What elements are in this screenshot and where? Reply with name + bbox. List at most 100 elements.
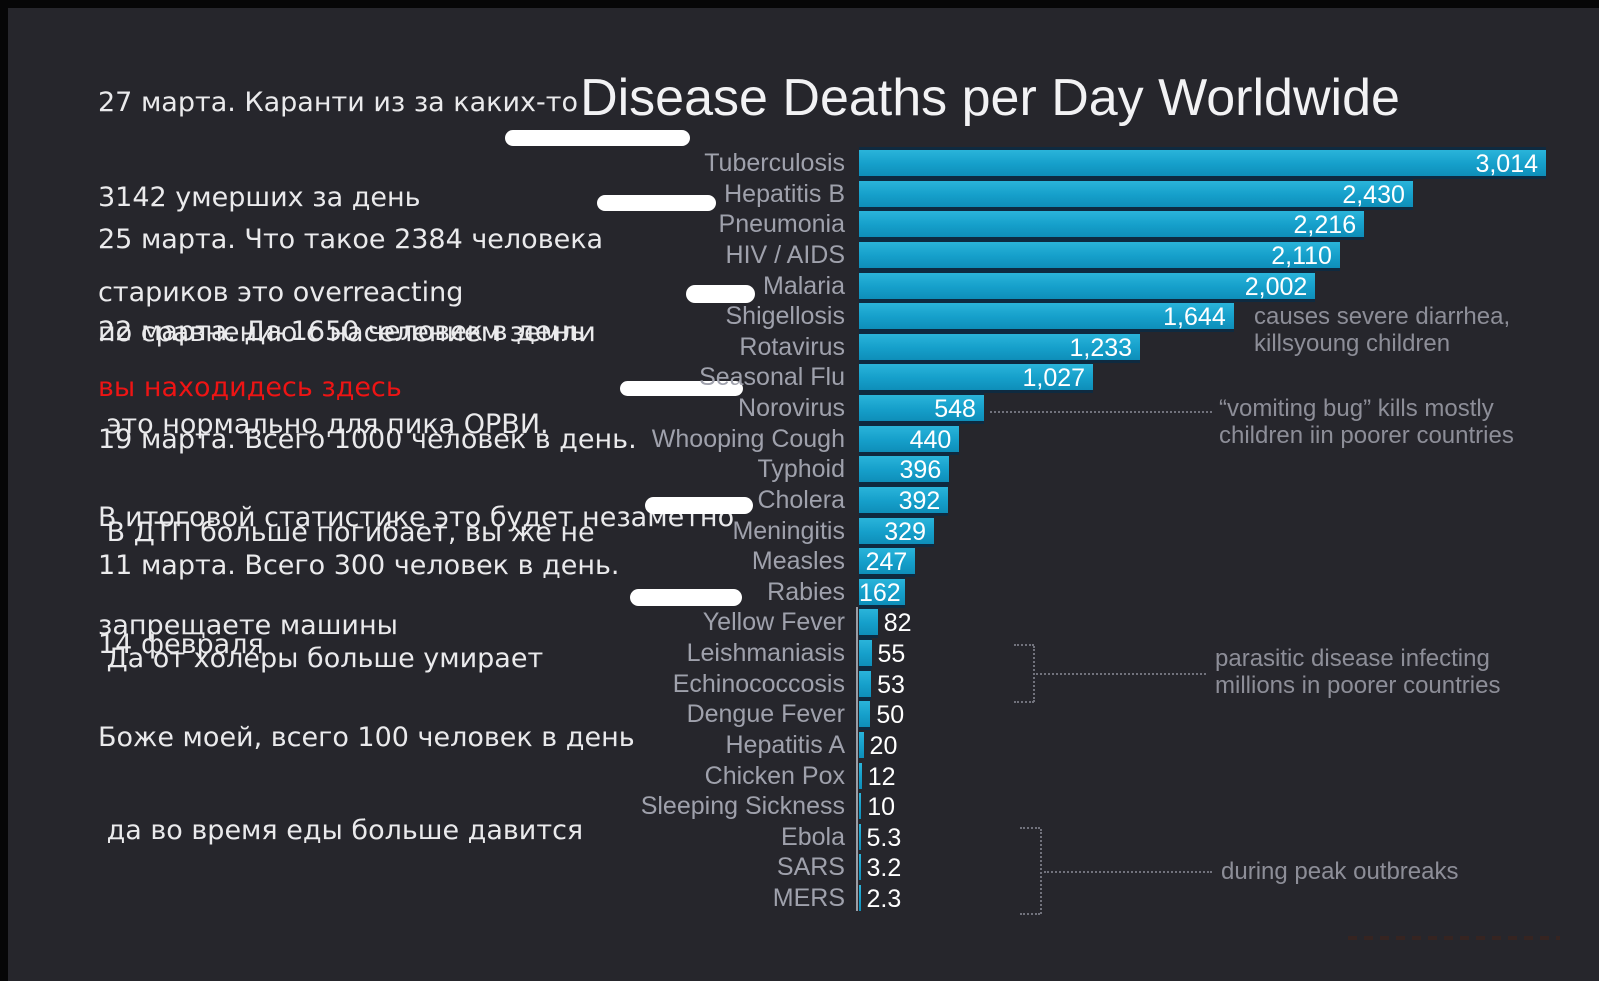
annotation-norovirus: “vomiting bug” kills mostly children iin…	[1219, 395, 1514, 449]
bar-typhoid	[859, 456, 950, 482]
bar-label-measles: Measles	[751, 547, 845, 575]
bar-value-rotavirus: 1,233	[1069, 334, 1133, 362]
bar-yellow-fever	[859, 609, 878, 635]
dotted-leader-parasitic	[1036, 673, 1206, 675]
bracket-cap	[1014, 644, 1034, 646]
bar-label-hepatitis-a: Hepatitis A	[725, 731, 845, 759]
bar-measles	[859, 548, 916, 574]
annotation-line: millions in poorer countries	[1215, 672, 1501, 699]
bar-value-sars: 3.2	[866, 854, 902, 882]
bar-norovirus	[859, 395, 984, 421]
bar-value-dengue-fever: 50	[876, 701, 905, 729]
bar-leishmaniasis	[859, 640, 872, 666]
whiteout-mark	[645, 497, 753, 514]
bar-value-hiv-aids: 2,110	[1271, 242, 1332, 270]
bar-mers	[859, 885, 861, 911]
annotation-line: killsyoung children	[1254, 330, 1451, 357]
bar-label-seasonal-flu: Seasonal Flu	[699, 363, 845, 391]
bar-label-hiv-aids: HIV / AIDS	[725, 241, 845, 269]
bar-rabies	[859, 579, 905, 605]
whiteout-mark	[505, 130, 690, 146]
top-black-edge	[0, 0, 1599, 8]
annotation-line: during peak outbreaks	[1221, 858, 1459, 885]
note-line: 11 марта. Всего 300 человек в день.	[98, 550, 620, 581]
bar-label-echinococcosis: Echinococcosis	[672, 670, 845, 698]
annotation-shigellosis: causes severe diarrhea, killsyoung child…	[1254, 303, 1510, 357]
note-25-march: 25 марта. Что такое 2384 человека по сра…	[98, 162, 603, 410]
bar-cholera	[859, 487, 949, 513]
you-are-here-note: вы находидесь здесь	[98, 372, 402, 403]
whiteout-mark	[630, 589, 742, 606]
annotation-line: parasitic disease infecting	[1215, 645, 1490, 672]
bar-sleeping-sickness	[859, 793, 862, 819]
bar-label-cholera: Cholera	[757, 486, 845, 514]
bar-label-yellow-fever: Yellow Fever	[702, 608, 845, 636]
bar-value-meningitis: 329	[884, 518, 926, 546]
dotted-leader-norovirus	[990, 411, 1212, 413]
bar-value-mers: 2.3	[866, 885, 902, 913]
bar-value-cholera: 392	[898, 487, 941, 515]
bar-value-hepatitis-b: 2,430	[1342, 181, 1405, 209]
bar-value-shigellosis: 1,644	[1163, 303, 1226, 331]
left-black-edge	[0, 0, 8, 981]
bar-value-tuberculosis: 3,014	[1475, 150, 1538, 178]
axis-line	[856, 607, 858, 911]
bar-label-shigellosis: Shigellosis	[725, 302, 845, 330]
bar-seasonal-flu	[859, 364, 1094, 390]
note-line: Боже моей, всего 100 человек в день	[98, 722, 635, 753]
bar-value-yellow-fever: 82	[883, 609, 912, 637]
bar-whooping-cough	[859, 426, 960, 452]
note-line: запрещаете машины	[98, 610, 398, 641]
bar-label-sars: SARS	[776, 853, 845, 881]
bar-label-chicken-pox: Chicken Pox	[704, 762, 845, 790]
bar-meningitis	[859, 518, 934, 544]
bar-hepatitis-a	[859, 732, 864, 758]
bar-label-rabies: Rabies	[767, 578, 845, 606]
bar-value-typhoid: 396	[899, 456, 942, 484]
whiteout-mark	[597, 195, 716, 211]
annotation-parasitic: parasitic disease infecting millions in …	[1215, 645, 1500, 699]
page-title: Disease Deaths per Day Worldwide	[580, 69, 1400, 127]
bar-label-pneumonia: Pneumonia	[718, 210, 845, 238]
bar-value-norovirus: 548	[934, 395, 976, 423]
bar-label-sleeping-sickness: Sleeping Sickness	[640, 792, 845, 820]
bar-value-measles: 247	[865, 548, 908, 576]
bar-malaria	[859, 273, 1316, 299]
bar-value-rabies: 162	[859, 579, 901, 607]
bar-rotavirus	[859, 334, 1141, 360]
bar-value-pneumonia: 2,216	[1293, 211, 1357, 239]
note-19-march: 19 марта. Всего 1000 человек в день. В Д…	[98, 362, 637, 703]
note-line: 3142 умерших за день	[98, 182, 421, 213]
note-line: 14 февраля	[98, 629, 264, 660]
bar-hiv-aids	[859, 242, 1340, 268]
bar-value-whooping-cough: 440	[909, 426, 952, 454]
whiteout-mark	[620, 381, 743, 396]
bar-value-leishmaniasis: 55	[877, 640, 906, 668]
note-line: 22 марта. Да 1650 человек в день	[98, 316, 586, 347]
bar-dengue-fever	[859, 701, 871, 727]
bar-label-mers: MERS	[772, 884, 845, 912]
bar-value-ebola: 5.3	[866, 824, 902, 852]
note-line: 19 марта. Всего 1000 человек в день.	[98, 424, 637, 455]
bar-value-chicken-pox: 12	[867, 763, 896, 791]
note-line: стариков это overreacting	[98, 277, 464, 308]
note-line: 25 марта. Что такое 2384 человека	[98, 224, 604, 255]
bar-value-malaria: 2,002	[1244, 273, 1308, 301]
bracket-cap	[1014, 701, 1034, 703]
note-27-march: 27 марта. Каранти из за каких-то 3142 ум…	[98, 24, 578, 466]
note-line: В ДТП больше погибает, вы же не	[98, 517, 595, 548]
bar-label-hepatitis-b: Hepatitis B	[724, 180, 845, 208]
bar-label-dengue-fever: Dengue Fever	[686, 700, 845, 728]
annotation-line: “vomiting bug” kills mostly	[1219, 395, 1494, 422]
bar-label-meningitis: Meningitis	[732, 517, 845, 545]
bar-label-norovirus: Norovirus	[738, 394, 845, 422]
bar-ebola	[859, 824, 861, 850]
annotation-line: children iin poorer countries	[1219, 422, 1514, 449]
note-11-march: 11 марта. Всего 300 человек в день. Да о…	[98, 488, 620, 736]
note-line: да во время еды больше давится	[98, 815, 584, 846]
bar-value-hepatitis-a: 20	[869, 732, 898, 760]
annotation-line: causes severe diarrhea,	[1254, 303, 1511, 330]
bar-label-malaria: Malaria	[763, 272, 845, 300]
bar-sars	[859, 854, 861, 880]
